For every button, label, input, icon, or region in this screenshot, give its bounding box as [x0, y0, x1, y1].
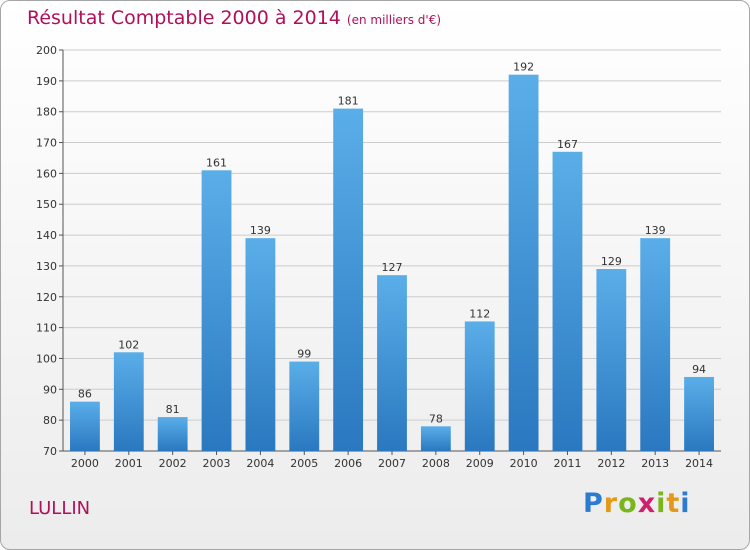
data-label-2010: 192	[513, 61, 534, 74]
y-tick-label: 100	[36, 352, 57, 365]
x-tick-label: 2013	[641, 457, 669, 470]
bar-2006	[333, 108, 364, 451]
x-tick-label: 2009	[466, 457, 494, 470]
data-label-2005: 99	[297, 348, 311, 361]
y-tick-label: 70	[43, 445, 57, 458]
bar-2001	[113, 352, 144, 451]
chart-subtitle: (en milliers d'€)	[346, 13, 442, 27]
bar-2013	[640, 238, 671, 451]
y-tick-label: 120	[36, 291, 57, 304]
bar-2005	[289, 361, 320, 451]
proxiti-logo: Proxiti	[583, 488, 691, 519]
x-tick-label: 2006	[334, 457, 362, 470]
x-tick-label: 2000	[71, 457, 99, 470]
data-label-2014: 94	[692, 363, 706, 376]
data-label-2006: 181	[338, 95, 359, 108]
bar-2007	[377, 275, 407, 451]
x-tick-label: 2005	[290, 457, 318, 470]
x-tick-label: 2003	[203, 457, 231, 470]
y-tick-label: 170	[36, 137, 57, 150]
data-label-2011: 167	[557, 138, 578, 151]
x-tick-label: 2001	[115, 457, 143, 470]
data-label-2009: 112	[469, 307, 490, 320]
data-label-2004: 139	[250, 224, 271, 237]
x-tick-label: 2011	[553, 457, 581, 470]
x-tick-label: 2002	[159, 457, 187, 470]
bar-2011	[552, 151, 583, 452]
x-tick-label: 2004	[246, 457, 274, 470]
bar-2003	[201, 170, 232, 452]
y-tick-label: 130	[36, 260, 57, 273]
x-tick-label: 2010	[510, 457, 538, 470]
data-label-2008: 78	[429, 412, 443, 425]
x-tick-label: 2008	[422, 457, 450, 470]
y-tick-label: 180	[36, 106, 57, 119]
bar-2004	[245, 238, 276, 451]
town-name: LULLIN	[29, 498, 91, 519]
bars	[70, 74, 714, 452]
data-label-2007: 127	[382, 261, 403, 274]
data-label-2003: 161	[206, 156, 227, 169]
bar-2010	[508, 74, 539, 451]
data-label-2000: 86	[78, 388, 92, 401]
y-tick-label: 80	[43, 414, 57, 427]
bar-2012	[596, 269, 627, 451]
bar-2000	[70, 401, 100, 451]
y-tick-label: 190	[36, 75, 57, 88]
data-label-2001: 102	[118, 338, 139, 351]
bar-2008	[420, 426, 451, 451]
y-tick-label: 200	[36, 44, 57, 57]
data-label-2002: 81	[166, 403, 180, 416]
chart-title: Résultat Comptable 2000 à 2014 (en millie…	[27, 7, 441, 29]
x-tick-label: 2007	[378, 457, 406, 470]
bar-2009	[464, 321, 495, 451]
labels: 86 102 81 161 139 99 181 127 78 112 192 167 129 139 94	[78, 61, 706, 426]
data-label-2013: 139	[645, 224, 666, 237]
y-tick-label: 110	[36, 322, 57, 335]
x-tick-label: 2014	[685, 457, 713, 470]
x-tick-label: 2012	[597, 457, 625, 470]
y-tick-label: 150	[36, 198, 57, 211]
chart-title-text: Résultat Comptable 2000 à 2014	[27, 7, 341, 29]
bar-2002	[157, 417, 188, 451]
y-tick-label: 90	[43, 383, 57, 396]
y-tick-label: 140	[36, 229, 57, 242]
bar-2014	[684, 376, 714, 451]
data-label-2012: 129	[601, 255, 622, 268]
y-tick-label: 160	[36, 167, 57, 180]
